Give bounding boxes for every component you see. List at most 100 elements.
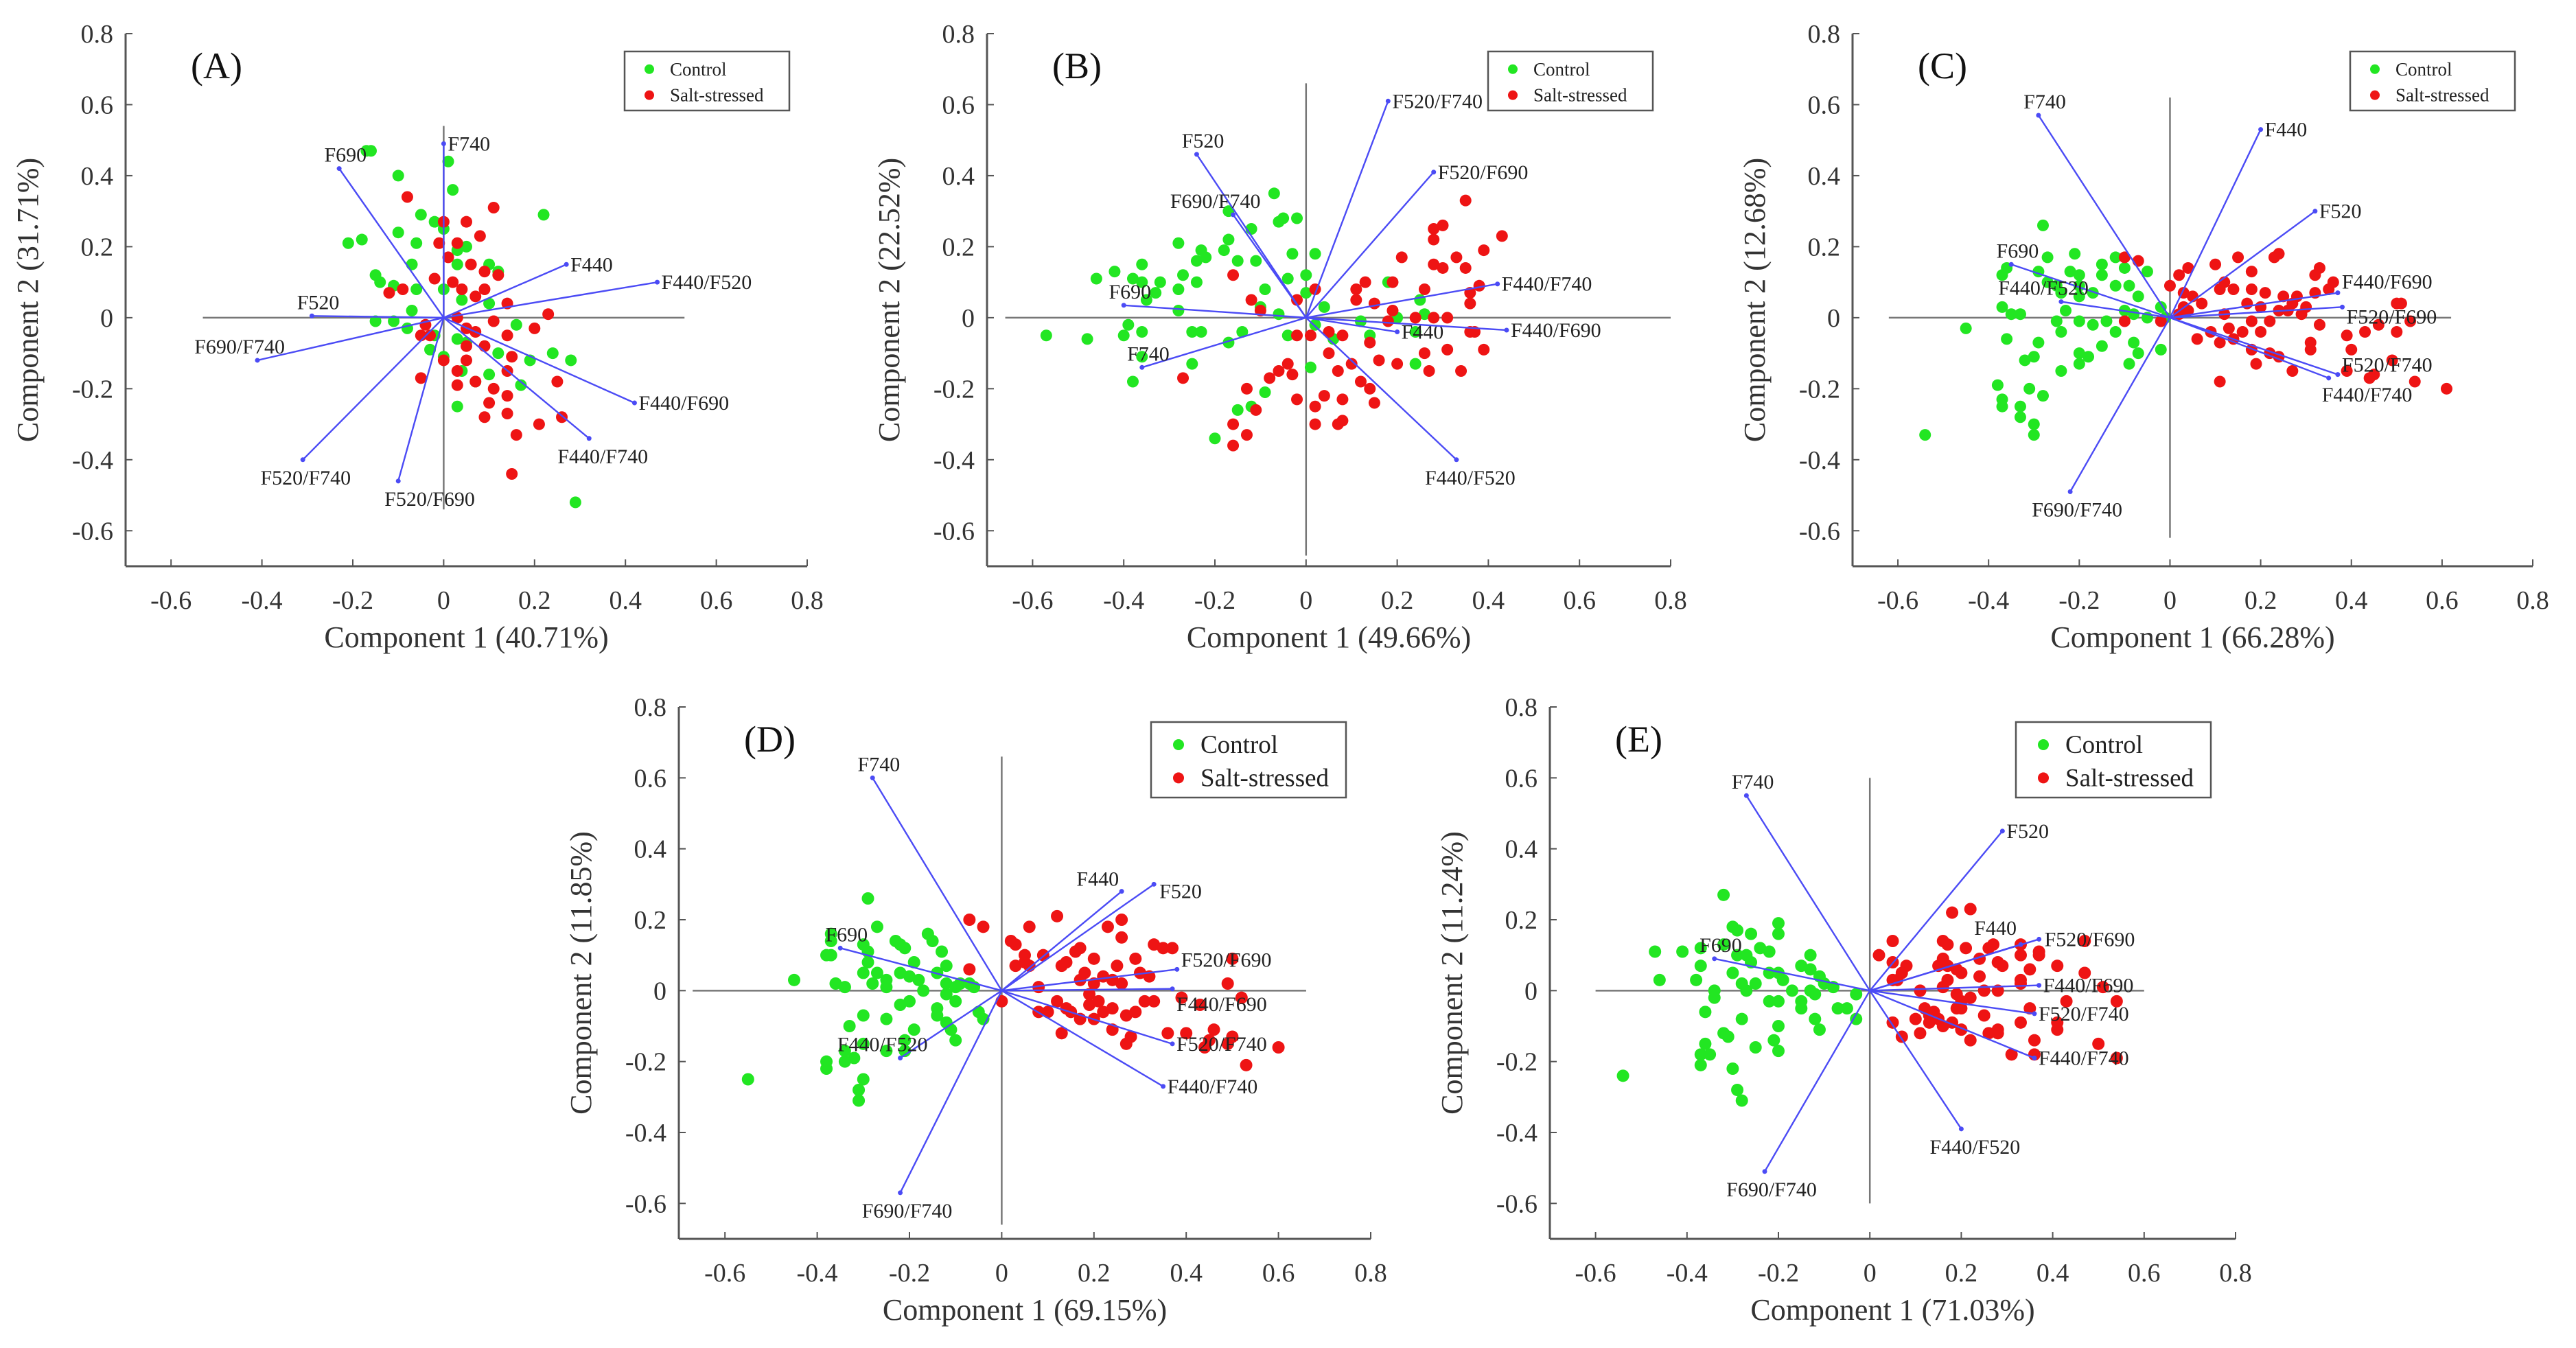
control-point	[926, 935, 939, 947]
salt-stressed-point	[1041, 1006, 1054, 1019]
loading-vector-tip	[1431, 170, 1437, 175]
salt-stressed-point	[1129, 1006, 1142, 1019]
loading-vector	[872, 777, 1003, 991]
salt-stressed-point	[1368, 297, 1380, 310]
control-point	[1277, 212, 1290, 224]
salt-stressed-point	[2118, 315, 2131, 327]
control-point	[565, 354, 577, 367]
loading-vector-tip	[309, 313, 314, 318]
y-tick-label: 0.2	[634, 906, 667, 935]
x-tick-label: -0.6	[1877, 586, 1918, 615]
salt-stressed-point	[437, 354, 450, 367]
salt-stressed-point	[2359, 326, 2371, 338]
x-tick-label: -0.2	[1194, 586, 1235, 615]
legend-label: Control	[670, 59, 727, 80]
control-point	[857, 966, 870, 979]
control-point	[1690, 973, 1703, 986]
legend-label: Control	[2065, 731, 2143, 759]
control-point	[1259, 386, 1271, 399]
y-tick-label: -0.2	[1496, 1048, 1538, 1077]
control-point	[857, 1073, 870, 1086]
loading-vector-tip	[1504, 327, 1509, 333]
control-point	[1731, 924, 1744, 937]
legend-label: Control	[1533, 59, 1590, 80]
loading-vector-tip	[1194, 152, 1199, 157]
salt-stressed-point	[2032, 945, 2045, 958]
salt-stressed-point	[474, 230, 486, 242]
salt-stressed-point	[1226, 1030, 1239, 1043]
salt-stressed-point	[1060, 956, 1073, 968]
x-tick-label: 0.8	[1654, 586, 1687, 615]
y-tick-label: 0.2	[1808, 233, 1841, 262]
loading-vector	[1869, 990, 1962, 1130]
x-tick-label: 0.2	[518, 586, 551, 615]
y-tick-label: 0.6	[942, 91, 975, 119]
control-point	[1850, 988, 1863, 1001]
loading-vector	[397, 317, 445, 482]
control-point	[852, 1084, 866, 1096]
control-point	[374, 276, 386, 288]
loading-vector	[1124, 304, 1306, 319]
x-tick-label: 0.6	[2128, 1259, 2161, 1288]
loading-vector	[1001, 890, 1122, 992]
salt-stressed-point	[478, 266, 491, 278]
salt-stressed-point	[487, 382, 500, 395]
control-point	[1795, 1002, 1808, 1015]
loading-vector-tip	[1174, 966, 1180, 972]
vector-label: F740	[1732, 771, 1774, 793]
salt-stressed-point	[2118, 251, 2131, 264]
vector-label: F520/F740	[1392, 90, 1483, 113]
control-point	[824, 949, 837, 962]
loading-vector-tip	[1743, 793, 1749, 798]
y-tick-label: 0.4	[942, 162, 975, 191]
salt-stressed-point	[456, 283, 468, 295]
salt-stressed-point	[2014, 949, 2027, 962]
control-point	[1136, 276, 1148, 288]
salt-stressed-point	[1437, 219, 1449, 231]
x-tick-label: -0.4	[797, 1259, 838, 1288]
x-axis-label: Component 1 (49.66%)	[1187, 620, 1471, 654]
control-point	[1694, 1048, 1707, 1061]
control-point	[388, 315, 400, 327]
salt-stressed-point	[1240, 429, 1253, 441]
salt-stressed-point	[1332, 418, 1344, 430]
legend-control-marker	[645, 64, 654, 74]
loading-vector-tip	[1454, 457, 1459, 463]
control-point	[898, 1045, 912, 1058]
panel-label: (B)	[1052, 45, 1102, 86]
control-point	[2028, 418, 2040, 430]
control-point	[898, 942, 912, 955]
vector-label: F520	[1159, 880, 1202, 903]
control-point	[1081, 333, 1093, 345]
control-point	[1831, 1002, 1844, 1015]
loading-vector	[839, 947, 1002, 992]
control-point	[2023, 382, 2036, 395]
salt-stressed-point	[1227, 269, 1240, 281]
vector-label: F740	[1127, 342, 1170, 365]
salt-stressed-point	[2214, 283, 2226, 295]
legend-box	[1487, 50, 1654, 112]
control-point	[364, 145, 377, 157]
salt-stressed-point	[2051, 1016, 2064, 1029]
control-point	[1109, 266, 1121, 278]
salt-stressed-point	[1009, 938, 1022, 951]
control-point	[2087, 318, 2099, 331]
control-point	[1222, 233, 1235, 246]
vector-label: F440/F740	[2322, 384, 2413, 406]
salt-stressed-point	[1386, 276, 1399, 288]
salt-stressed-point	[1428, 223, 1440, 235]
salt-stressed-point	[1382, 315, 1394, 327]
loading-vector	[2010, 264, 2170, 319]
y-axis-label: Component 2 (11.24%)	[1435, 831, 1469, 1115]
salt-stressed-point	[1115, 931, 1128, 944]
control-point	[1286, 248, 1299, 260]
control-point	[1616, 1069, 1629, 1082]
control-point	[940, 960, 953, 973]
loading-vector-tip	[1231, 212, 1236, 218]
control-point	[2073, 358, 2085, 370]
x-tick-label: 0.4	[609, 586, 642, 615]
salt-stressed-point	[1304, 329, 1316, 342]
salt-stressed-point	[1240, 382, 1253, 395]
legend-salt-marker	[1508, 90, 1518, 100]
control-point	[1281, 329, 1294, 342]
